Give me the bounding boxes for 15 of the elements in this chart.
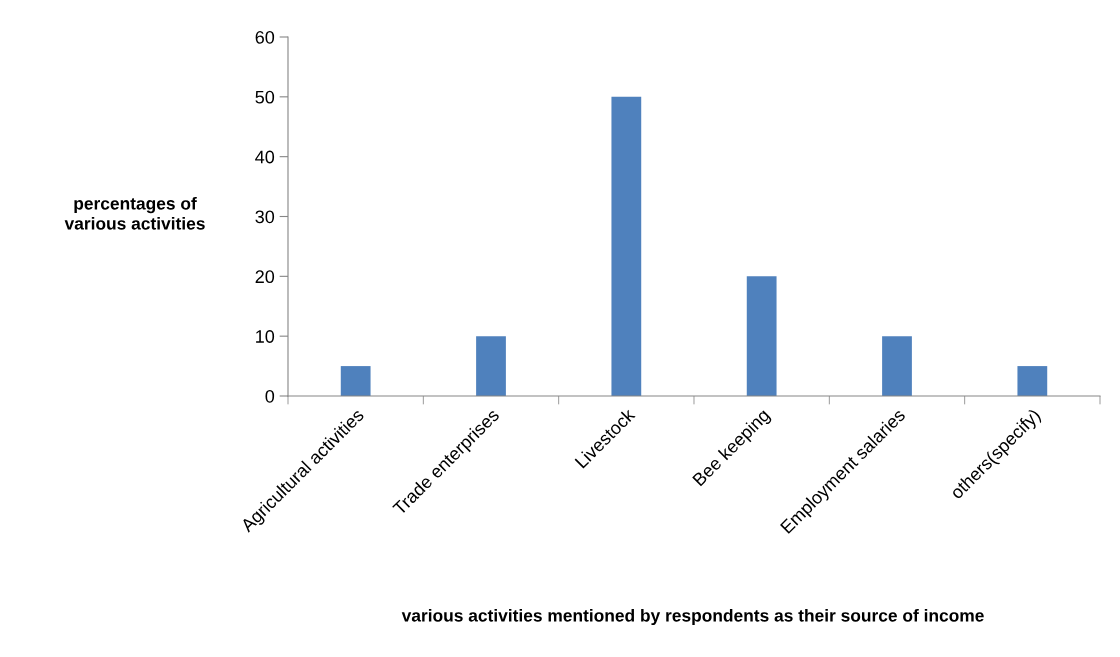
y-tick-label: 0 xyxy=(265,389,275,403)
x-axis-title: various activities mentioned by respondents as their source of income xyxy=(401,608,984,626)
bar xyxy=(476,336,506,396)
y-tick-label: 30 xyxy=(255,210,275,224)
y-tick-label: 60 xyxy=(255,30,275,44)
y-axis-title: percentages of various activities xyxy=(64,196,205,230)
bar xyxy=(1017,366,1048,396)
bar xyxy=(882,336,912,396)
y-tick-label: 10 xyxy=(256,330,275,343)
bar xyxy=(746,276,777,396)
y-tick-label: 40 xyxy=(255,150,275,164)
y-tick-label: 20 xyxy=(255,270,275,284)
bar xyxy=(340,366,371,396)
y-tick-label: 50 xyxy=(255,90,275,104)
bar xyxy=(611,96,642,396)
